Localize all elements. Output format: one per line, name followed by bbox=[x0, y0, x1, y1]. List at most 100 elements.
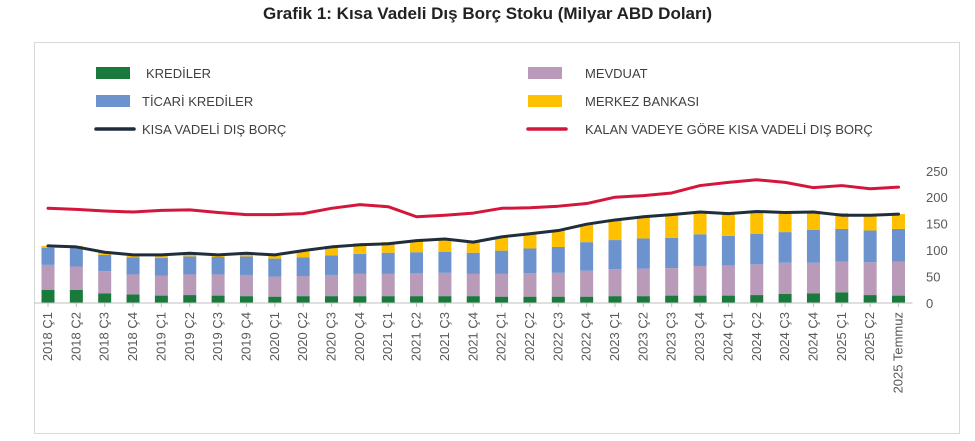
bar-merkez-9 bbox=[296, 251, 310, 258]
legend-label-merkez: MERKEZ BANKASI bbox=[585, 94, 699, 109]
bar-merkez-18 bbox=[551, 230, 565, 247]
x-tick-label: 2018 Ç2 bbox=[68, 312, 83, 361]
bar-merkez-10 bbox=[325, 245, 338, 256]
bar-mevduat-7 bbox=[239, 274, 253, 297]
x-tick-label: 2018 Ç1 bbox=[40, 312, 55, 361]
bar-ticari-17 bbox=[523, 248, 537, 274]
bar-krediler-5 bbox=[183, 295, 197, 303]
bar-mevduat-6 bbox=[211, 274, 225, 296]
bar-krediler-0 bbox=[41, 289, 55, 303]
bar-merkez-5 bbox=[183, 253, 197, 257]
bar-ticari-20 bbox=[608, 240, 622, 270]
bar-ticari-18 bbox=[551, 246, 565, 273]
y-tick-label: 0 bbox=[926, 296, 933, 311]
bar-ticari-21 bbox=[636, 238, 650, 269]
bar-ticari-19 bbox=[580, 242, 594, 271]
bar-ticari-6 bbox=[211, 256, 225, 275]
x-tick-label: 2024 Ç3 bbox=[777, 312, 792, 361]
x-tick-label: 2023 Ç1 bbox=[607, 312, 622, 361]
bar-mevduat-5 bbox=[183, 274, 197, 296]
bar-merkez-3 bbox=[126, 255, 140, 258]
bar-krediler-26 bbox=[778, 294, 792, 303]
x-tick-label: 2019 Ç2 bbox=[182, 312, 197, 361]
bar-krediler-20 bbox=[608, 296, 622, 303]
legend-swatch-ticari bbox=[96, 95, 130, 107]
y-tick-label: 200 bbox=[926, 190, 948, 205]
x-tick-label: 2019 Ç1 bbox=[153, 312, 168, 361]
y-tick-label: 50 bbox=[926, 270, 940, 285]
bar-ticari-9 bbox=[296, 257, 310, 277]
bar-merkez-11 bbox=[353, 243, 367, 254]
bar-mevduat-25 bbox=[750, 264, 764, 296]
bar-ticari-4 bbox=[154, 258, 168, 276]
chart-frame bbox=[34, 42, 960, 434]
bar-krediler-25 bbox=[750, 295, 764, 303]
bar-krediler-21 bbox=[636, 296, 650, 303]
bar-mevduat-3 bbox=[126, 274, 140, 295]
x-tick-label: 2021 Ç4 bbox=[465, 312, 480, 361]
bar-krediler-29 bbox=[863, 295, 877, 303]
bar-krediler-30 bbox=[892, 295, 905, 303]
legend-label-ticari: TİCARİ KREDİLER bbox=[142, 94, 253, 109]
bar-mevduat-22 bbox=[665, 268, 679, 296]
bar-mevduat-18 bbox=[551, 272, 565, 297]
bar-mevduat-19 bbox=[580, 270, 594, 297]
x-tick-label: 2021 Ç1 bbox=[380, 312, 395, 361]
bar-mevduat-26 bbox=[778, 262, 792, 295]
bar-mevduat-16 bbox=[495, 273, 509, 297]
bar-mevduat-9 bbox=[296, 276, 310, 297]
bar-ticari-10 bbox=[325, 255, 338, 275]
x-tick-label: 2020 Ç1 bbox=[267, 312, 282, 361]
bar-mevduat-30 bbox=[892, 261, 905, 296]
bar-ticari-28 bbox=[835, 228, 849, 262]
bar-ticari-27 bbox=[806, 230, 820, 263]
legend-swatch-mevduat bbox=[528, 67, 562, 79]
x-tick-label: 2024 Ç2 bbox=[749, 312, 764, 361]
x-tick-label: 2022 Ç3 bbox=[550, 312, 565, 361]
bar-krediler-4 bbox=[154, 295, 168, 303]
bar-merkez-29 bbox=[863, 215, 877, 231]
bar-krediler-23 bbox=[693, 295, 707, 303]
bar-merkez-27 bbox=[806, 212, 820, 230]
x-tick-label: 2018 Ç4 bbox=[125, 312, 140, 361]
y-tick-label: 150 bbox=[926, 217, 948, 232]
bar-mevduat-23 bbox=[693, 265, 707, 296]
bar-mevduat-27 bbox=[806, 262, 820, 294]
bar-krediler-3 bbox=[126, 294, 140, 303]
bar-merkez-19 bbox=[580, 224, 594, 243]
legend-swatch-merkez bbox=[528, 95, 562, 107]
bar-mevduat-2 bbox=[98, 271, 112, 294]
bar-ticari-12 bbox=[381, 252, 395, 274]
bar-merkez-21 bbox=[636, 217, 650, 239]
legend-label-kalan: KALAN VADEYE GÖRE KISA VADELİ DIŞ BORÇ bbox=[585, 122, 873, 137]
bar-merkez-7 bbox=[239, 253, 253, 257]
x-tick-label: 2025 Temmuz bbox=[891, 312, 906, 393]
bar-mevduat-11 bbox=[353, 273, 367, 297]
bar-krediler-9 bbox=[296, 296, 310, 303]
line-kvdb bbox=[46, 209, 900, 257]
bar-merkez-20 bbox=[608, 219, 622, 241]
x-tick-label: 2019 Ç4 bbox=[238, 312, 253, 361]
x-tick-label: 2020 Ç2 bbox=[295, 312, 310, 361]
bar-krediler-6 bbox=[211, 295, 225, 303]
x-tick-label: 2020 Ç3 bbox=[324, 312, 339, 361]
bar-merkez-16 bbox=[495, 236, 509, 251]
x-tick-label: 2018 Ç3 bbox=[97, 312, 112, 361]
bar-merkez-30 bbox=[892, 214, 905, 229]
bar-mevduat-12 bbox=[381, 273, 395, 297]
bar-ticari-15 bbox=[466, 252, 480, 274]
bar-ticari-1 bbox=[69, 247, 83, 267]
bar-ticari-16 bbox=[495, 250, 509, 274]
bar-merkez-28 bbox=[835, 213, 849, 229]
bar-mevduat-14 bbox=[438, 272, 452, 297]
x-tick-label: 2023 Ç2 bbox=[635, 312, 650, 361]
bar-ticari-30 bbox=[892, 228, 905, 262]
bar-merkez-14 bbox=[438, 239, 452, 252]
bar-krediler-28 bbox=[835, 292, 849, 303]
bar-ticari-22 bbox=[665, 237, 679, 269]
bar-merkez-23 bbox=[693, 212, 707, 235]
bar-krediler-19 bbox=[580, 296, 594, 303]
bar-merkez-8 bbox=[268, 255, 282, 259]
bar-krediler-2 bbox=[98, 293, 112, 303]
